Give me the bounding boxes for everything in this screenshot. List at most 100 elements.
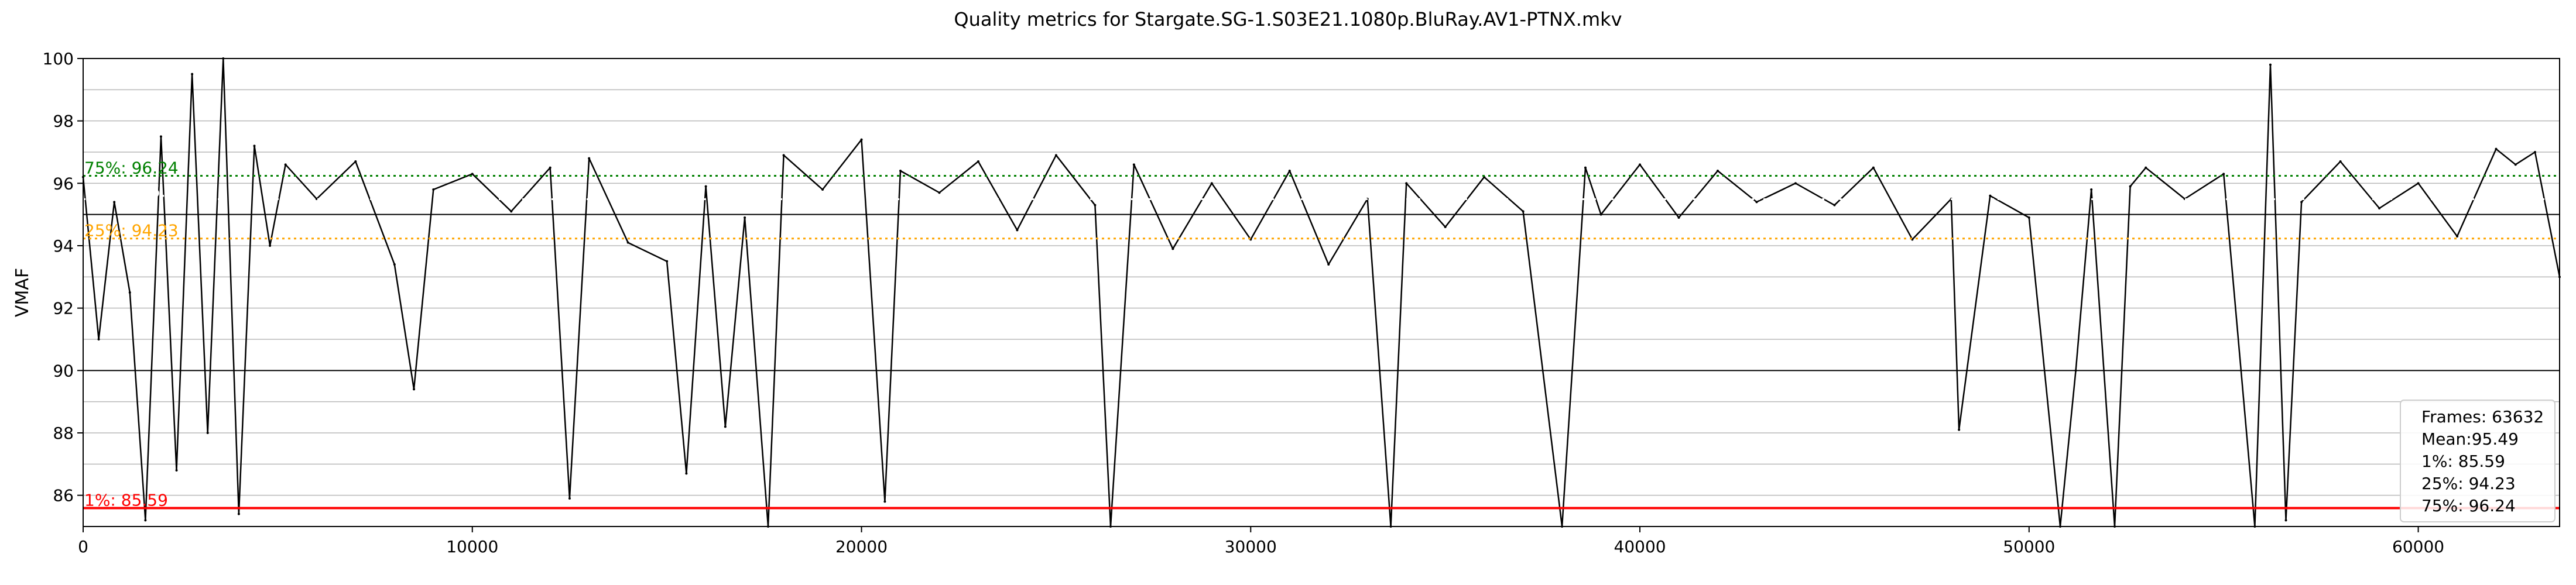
data-point [2533,151,2536,153]
data-point [1288,170,1291,172]
data-point [237,512,240,515]
data-point [1405,182,1408,185]
x-tick-label: 10000 [446,537,498,556]
data-point [1016,229,1019,232]
grid [83,58,2560,527]
data-point [97,338,100,340]
y-tick-label: 94 [53,236,74,256]
reference-line-label: Mean: 95.49 [84,182,187,201]
data-point [568,497,571,500]
y-tick-label: 96 [53,174,74,193]
reference-line-label: 1%: 85.59 [84,491,168,510]
data-point [269,245,272,247]
data-point [1989,194,1992,197]
x-tick-label: 50000 [2003,537,2055,556]
x-tick-label: 30000 [1225,537,1277,556]
data-point [284,163,287,166]
data-point [938,191,941,194]
data-point [1522,210,1525,213]
x-tick-label: 0 [78,537,88,556]
data-point [899,170,902,172]
y-axis-label: VMAF [12,268,33,317]
chart-title: Quality metrics for Stargate.SG-1.S03E21… [954,8,1622,30]
data-point [144,519,147,522]
data-point [2495,147,2498,150]
data-point [2090,188,2093,191]
data-point [471,173,474,176]
data-point [821,188,824,191]
reference-line-label: 25%: 94.23 [84,221,179,240]
x-tick-label: 40000 [1614,537,1666,556]
data-point [704,185,707,188]
data-point [685,472,688,475]
data-point [1210,182,1213,185]
y-axis: 86 88 90 92 94 96 98 100 [43,49,83,505]
data-point [1171,247,1174,250]
y-tick-label: 98 [53,112,74,131]
y-tick-label: 90 [53,361,74,380]
stats-box-line: 1%: 85.59 [2421,452,2505,471]
data-point [744,216,746,219]
data-point [2284,519,2287,522]
data-point [393,263,396,266]
data-point [128,291,131,294]
data-point [159,135,162,138]
data-point [510,210,513,213]
data-point [1716,170,1719,172]
data-point [413,388,416,391]
stats-box-line: Mean:95.49 [2421,429,2519,449]
data-point [2269,63,2272,66]
data-point [1639,163,1642,166]
data-point [1584,166,1587,169]
data-point [253,144,256,147]
stats-box-frame [2400,400,2556,522]
data-point [432,188,435,191]
data-point [860,138,863,141]
data-point [2514,163,2517,166]
data-point [1327,263,1330,266]
x-tick-label: 60000 [2392,537,2444,556]
data-point [1794,182,1797,185]
data-point [549,166,551,169]
data-point [1872,166,1875,169]
data-point [2456,235,2459,238]
data-point [588,157,591,160]
data-point [354,160,357,163]
data-point [1833,204,1836,207]
data-point [2417,182,2420,185]
data-point [666,260,669,263]
data-point [977,160,979,163]
data-point [315,198,318,200]
data-point [1132,163,1135,166]
data-point [782,154,785,157]
data-point [175,469,178,472]
data-point [1444,226,1447,228]
data-point [883,500,886,503]
data-point [626,241,629,244]
data-point [724,425,727,428]
reference-lines: 1%: 85.59 25%: 94.23 Mean: 95.49 75%: 96.24 [83,159,2560,510]
y-tick-label: 100 [43,49,74,68]
data-point [2300,201,2303,204]
series-layer [82,57,2561,528]
data-point [191,73,194,75]
y-tick-label: 88 [53,424,74,443]
data-point [2378,207,2381,209]
data-point [206,432,209,434]
data-point [1599,213,1602,216]
reference-line-label: 75%: 96.24 [84,159,179,178]
stats-box-line: 75%: 96.24 [2421,496,2516,515]
data-point [113,201,116,204]
data-point [2145,166,2147,169]
stats-box-line: Frames: 63632 [2421,407,2544,426]
y-tick-label: 92 [53,299,74,318]
stats-box: Frames: 63632 Mean:95.49 1%: 85.59 25%: 94.… [2400,400,2556,522]
plot-frame [83,58,2560,527]
data-point [1755,201,1758,204]
data-point [1958,428,1961,431]
series-line-vmaf [82,57,2561,528]
stats-box-line: 25%: 94.23 [2421,474,2516,493]
y-tick-label: 86 [53,486,74,505]
data-point [2339,160,2342,163]
